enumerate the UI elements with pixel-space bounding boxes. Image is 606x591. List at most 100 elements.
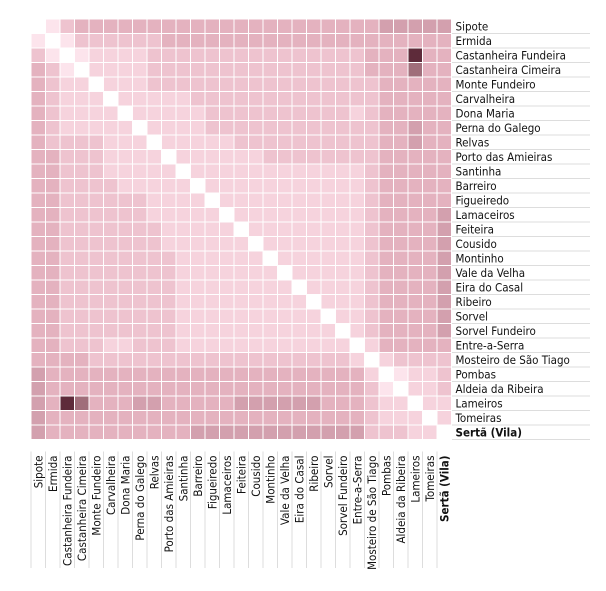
cell-lamaceiros-entre-a-serra [349,207,365,223]
cell-serta-vila-montinho [262,424,278,440]
cell-porto-das-amieiras-feiteira [233,149,249,165]
cell-relvas-sorvel-fundeiro [335,134,351,150]
cell-porto-das-amieiras-mosteiro-de-sao-tiago [364,149,380,165]
cell-castanheira-fundeira-barreiro [190,47,206,63]
cell-lameiros-lameiros [407,395,423,411]
cell-sipote-dona-maria [117,18,133,34]
cell-lamaceiros-tomeiras [422,207,438,223]
cell-dona-maria-castanheira-fundeira [59,105,75,121]
cell-eira-do-casal-porto-das-amieiras [161,279,177,295]
cell-tomeiras-sorvel-fundeiro [335,410,351,426]
cell-castanheira-fundeira-serta-vila [436,47,452,63]
cell-tomeiras-mosteiro-de-sao-tiago [364,410,380,426]
cell-carvalheira-castanheira-cimeira [74,91,90,107]
cell-relvas-feiteira [233,134,249,150]
cell-feiteira-aldeia-da-ribeira [393,221,409,237]
cell-sorvel-figueiredo [204,308,220,324]
cell-eira-do-casal-figueiredo [204,279,220,295]
cell-santinha-porto-das-amieiras [161,163,177,179]
cell-lameiros-pombas [378,395,394,411]
cell-lamaceiros-santinha [175,207,191,223]
cell-lameiros-carvalheira [103,395,119,411]
cell-eira-do-casal-monte-fundeiro [88,279,104,295]
cell-monte-fundeiro-castanheira-fundeira [59,76,75,92]
cell-figueiredo-feiteira [233,192,249,208]
cell-monte-fundeiro-relvas [146,76,162,92]
cell-serta-vila-vale-da-velha [277,424,293,440]
cell-montinho-pombas [378,250,394,266]
cell-porto-das-amieiras-dona-maria [117,149,133,165]
label-guide-lines [30,33,590,568]
cell-montinho-carvalheira [103,250,119,266]
column-label-sorvel-fundeiro: Sorvel Fundeiro [336,456,350,536]
cell-feiteira-serta-vila [436,221,452,237]
cell-entre-a-serra-sipote [30,337,46,353]
cell-carvalheira-castanheira-fundeira [59,91,75,107]
cell-santinha-relvas [146,163,162,179]
cell-sorvel-pombas [378,308,394,324]
cell-figueiredo-montinho [262,192,278,208]
cell-perna-do-galego-montinho [262,120,278,136]
cell-entre-a-serra-castanheira-cimeira [74,337,90,353]
row-label-pombas: Pombas [456,367,497,381]
cell-montinho-lameiros [407,250,423,266]
cell-feiteira-barreiro [190,221,206,237]
cell-castanheira-fundeira-santinha [175,47,191,63]
cell-figueiredo-ermida [45,192,61,208]
cell-porto-das-amieiras-figueiredo [204,149,220,165]
cell-carvalheira-ermida [45,91,61,107]
cell-castanheira-cimeira-aldeia-da-ribeira [393,62,409,78]
cell-montinho-aldeia-da-ribeira [393,250,409,266]
column-label-eira-do-casal: Eira do Casal [292,456,306,524]
cell-castanheira-cimeira-eira-do-casal [291,62,307,78]
cell-monte-fundeiro-perna-do-galego [132,76,148,92]
cell-pombas-figueiredo [204,366,220,382]
cell-pombas-vale-da-velha [277,366,293,382]
cell-serta-vila-santinha [175,424,191,440]
cell-sorvel-fundeiro-sorvel-fundeiro [335,323,351,339]
cell-aldeia-da-ribeira-vale-da-velha [277,381,293,397]
cell-eira-do-casal-pombas [378,279,394,295]
cell-perna-do-galego-tomeiras [422,120,438,136]
cell-pombas-perna-do-galego [132,366,148,382]
cell-lameiros-tomeiras [422,395,438,411]
cell-vale-da-velha-tomeiras [422,265,438,281]
column-label-barreiro: Barreiro [191,456,205,497]
cell-dona-maria-santinha [175,105,191,121]
column-label-montinho: Montinho [263,456,277,504]
column-label-porto-das-amieiras: Porto das Amieiras [162,456,176,553]
cell-lameiros-castanheira-cimeira [74,395,90,411]
cell-castanheira-cimeira-cousido [248,62,264,78]
cell-carvalheira-monte-fundeiro [88,91,104,107]
cell-castanheira-fundeira-figueiredo [204,47,220,63]
column-label-entre-a-serra: Entre-a-Serra [350,456,364,525]
cell-ermida-lameiros [407,33,423,49]
cell-vale-da-velha-barreiro [190,265,206,281]
cell-ribeiro-figueiredo [204,294,220,310]
cell-serta-vila-lamaceiros [219,424,235,440]
cell-relvas-aldeia-da-ribeira [393,134,409,150]
cell-dona-maria-ribeiro [306,105,322,121]
cell-barreiro-barreiro [190,178,206,194]
cell-cousido-castanheira-cimeira [74,236,90,252]
row-label-sorvel-fundeiro: Sorvel Fundeiro [456,324,536,338]
cell-porto-das-amieiras-lameiros [407,149,423,165]
row-label-relvas: Relvas [456,135,490,149]
cell-dona-maria-sipote [30,105,46,121]
cell-lamaceiros-mosteiro-de-sao-tiago [364,207,380,223]
column-label-cousido: Cousido [249,456,263,497]
cell-perna-do-galego-porto-das-amieiras [161,120,177,136]
cell-ribeiro-relvas [146,294,162,310]
cell-aldeia-da-ribeira-barreiro [190,381,206,397]
cell-aldeia-da-ribeira-tomeiras [422,381,438,397]
cell-pombas-sorvel-fundeiro [335,366,351,382]
cell-dona-maria-carvalheira [103,105,119,121]
cell-montinho-montinho [262,250,278,266]
cell-perna-do-galego-castanheira-fundeira [59,120,75,136]
cell-castanheira-fundeira-porto-das-amieiras [161,47,177,63]
cell-carvalheira-porto-das-amieiras [161,91,177,107]
column-label-dona-maria: Dona Maria [118,456,132,515]
cell-eira-do-casal-lameiros [407,279,423,295]
cell-sipote-serta-vila [436,18,452,34]
cell-sorvel-serta-vila [436,308,452,324]
